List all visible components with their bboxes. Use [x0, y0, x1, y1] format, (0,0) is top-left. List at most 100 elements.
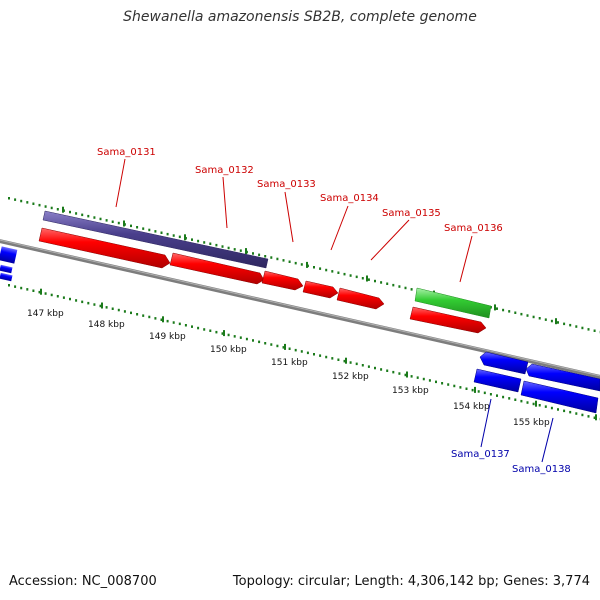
- gene-sama-0132[interactable]: [169, 252, 265, 285]
- gene-sama-0136[interactable]: [409, 306, 487, 334]
- scale-dot: [123, 310, 126, 313]
- gene-label-sama-0133[interactable]: Sama_0133: [257, 179, 316, 190]
- gene-label-sama-0136[interactable]: Sama_0136: [444, 223, 503, 234]
- scale-dot: [130, 311, 132, 315]
- gene-sama-0135[interactable]: [336, 287, 385, 310]
- gene-sama-0133[interactable]: [261, 270, 304, 291]
- scale-dot: [93, 303, 96, 306]
- scale-major-tick: [162, 316, 164, 323]
- scale-dot: [282, 259, 285, 262]
- scale-dot: [276, 257, 279, 261]
- scale-dot: [172, 234, 175, 237]
- scale-major-tick: [474, 386, 476, 393]
- scale-dot: [75, 212, 78, 215]
- gene-label-sama-0135[interactable]: Sama_0135: [382, 208, 441, 219]
- scale-dot: [69, 297, 71, 301]
- scale-dot: [557, 321, 559, 324]
- gene-label-sama-0131[interactable]: Sama_0131: [97, 147, 156, 158]
- scale-dot: [294, 348, 297, 352]
- scale-dot: [252, 252, 254, 255]
- gene-sama-0138[interactable]: [520, 363, 600, 414]
- scale-dot: [142, 314, 145, 317]
- scale-dot: [117, 221, 120, 225]
- scale-dot: [465, 387, 468, 390]
- scale-dot: [581, 413, 584, 417]
- scale-dot: [355, 362, 358, 366]
- scale-major-tick: [595, 414, 597, 421]
- scale-dot: [93, 216, 96, 219]
- scale-dot: [62, 296, 65, 299]
- scale-dot: [233, 248, 236, 251]
- scale-dot: [441, 382, 444, 385]
- gene-label-sama-0137[interactable]: Sama_0137: [451, 449, 510, 460]
- scale-dot: [489, 393, 492, 396]
- scale-dot: [264, 342, 267, 345]
- gene-sama-0134[interactable]: [302, 280, 339, 299]
- scale-dot: [56, 295, 59, 298]
- scale-dot: [294, 261, 297, 265]
- ruler-label: 153 kbp: [392, 386, 429, 396]
- scale-dot: [288, 347, 291, 350]
- ruler-label: 155 kbp: [513, 418, 550, 428]
- scale-dot: [300, 263, 303, 266]
- scale-dot: [435, 380, 437, 384]
- scale-dot: [50, 206, 53, 210]
- scale-dot: [99, 304, 102, 308]
- scale-dot: [191, 238, 193, 241]
- scale-dot: [380, 281, 383, 284]
- gene-label-sama-0138[interactable]: Sama_0138: [512, 464, 571, 475]
- scale-major-tick: [123, 220, 125, 227]
- scale-dot: [550, 319, 553, 323]
- scale-dot: [44, 205, 47, 208]
- gene-sama-0136-rna[interactable]: [414, 287, 492, 319]
- scale-dot: [227, 246, 230, 250]
- scale-dot: [258, 253, 261, 257]
- scale-dot: [477, 390, 480, 393]
- scale-dot: [550, 406, 553, 410]
- scale-dot: [361, 364, 364, 367]
- scale-dot: [111, 307, 114, 310]
- scale-major-tick: [40, 288, 42, 295]
- operon-feature[interactable]: [42, 210, 269, 269]
- scale-dot: [343, 272, 346, 276]
- scale-dot: [459, 386, 462, 389]
- scale-dot: [44, 292, 47, 295]
- scale-dot: [538, 404, 541, 407]
- scale-dot: [331, 270, 334, 273]
- scale-dot: [239, 249, 242, 252]
- scale-dot: [587, 415, 590, 418]
- scale-dot: [520, 399, 523, 403]
- scale-dot: [306, 351, 309, 355]
- scale-dot: [197, 239, 200, 243]
- scale-major-tick: [62, 206, 64, 213]
- gene-sama-0137[interactable]: [473, 351, 529, 393]
- scale-dot: [87, 214, 90, 218]
- gene-label-sama-0134[interactable]: Sama_0134: [320, 193, 379, 204]
- gene-leader-lines-bottom: [480, 398, 554, 463]
- scale-dot: [416, 376, 419, 379]
- scale-dot: [276, 344, 279, 348]
- scale-dot: [8, 284, 10, 287]
- scale-dot: [386, 282, 389, 285]
- scale-dot: [447, 383, 450, 386]
- scale-dot: [20, 286, 23, 290]
- gene-sama-0131[interactable]: [38, 227, 171, 269]
- scale-dot: [178, 235, 181, 239]
- ruler-label: 152 kbp: [332, 372, 369, 382]
- scale-dot: [520, 312, 523, 316]
- scale-dot: [142, 227, 145, 230]
- scale-major-tick: [284, 343, 286, 350]
- scale-dot: [380, 368, 383, 371]
- scale-dot: [313, 353, 315, 356]
- scale-dot: [38, 290, 41, 294]
- accession-text: Accession: NC_008700: [9, 574, 157, 589]
- ruler-label: 151 kbp: [271, 358, 308, 368]
- left-blue-feature[interactable]: [0, 246, 18, 282]
- scale-dot: [428, 379, 431, 382]
- scale-dot: [117, 308, 120, 312]
- gene-label-sama-0132[interactable]: Sama_0132: [195, 165, 254, 176]
- scale-dot: [374, 279, 376, 283]
- scale-dot: [392, 283, 395, 287]
- scale-dot: [392, 370, 395, 374]
- scale-dot: [544, 405, 547, 408]
